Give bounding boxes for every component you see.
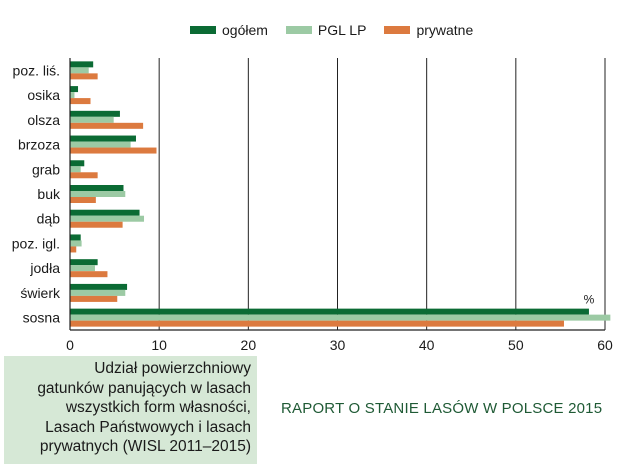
bar [70, 283, 128, 290]
bar [70, 86, 79, 93]
legend-swatch-pgl-lp [285, 26, 312, 34]
legend-label-private: prywatne [416, 22, 474, 38]
category-label: poz. liś. [13, 62, 60, 78]
category-labels: poz. liś. osika olsza brzoza grab buk dąb poz. … [12, 62, 61, 325]
bar-chart: poz. liś. osika olsza brzoza grab buk dąb poz. … [12, 58, 613, 350]
bar [70, 295, 118, 302]
bar [70, 185, 124, 191]
category-label: świerk [20, 285, 61, 301]
bar [70, 160, 85, 167]
legend-item-private: prywatne [384, 22, 473, 38]
x-tick-label: 40 [419, 337, 435, 350]
bar [70, 166, 81, 173]
bar [70, 67, 89, 74]
caption-line: Udział powierzchniowy [94, 360, 251, 377]
x-tick-label: 60 [597, 337, 613, 350]
category-label: brzoza [18, 137, 60, 153]
bar [70, 92, 75, 99]
category-label: sosna [23, 310, 61, 326]
bar [70, 215, 145, 222]
category-label: poz. igl. [12, 235, 60, 251]
chart-caption: Udział powierzchniowy gatunków panującyc… [4, 356, 257, 464]
bar [70, 320, 564, 327]
bar [70, 240, 82, 247]
bar [70, 73, 98, 80]
report-title: RAPORT O STANIE LASÓW W POLSCE 2015 [281, 400, 603, 417]
legend-swatch-total [190, 26, 216, 34]
bar [70, 172, 98, 179]
gridlines [158, 58, 606, 330]
bar [70, 289, 126, 296]
caption-line: wszystkich form własności, [65, 399, 251, 416]
x-tick-label: 0 [66, 337, 74, 350]
legend-label-total: ogółem [222, 22, 268, 38]
bar [70, 197, 96, 203]
caption-line: prywatnych (WISL 2011–2015) [39, 438, 251, 455]
x-tick-label: 50 [508, 337, 524, 350]
bar [70, 209, 140, 216]
x-tick-label: 20 [241, 337, 257, 350]
x-tick-label: 30 [330, 337, 346, 350]
bar [70, 141, 131, 148]
x-tick-labels: 0 10 20 30 40 50 60 [66, 337, 613, 350]
category-label: olsza [27, 112, 60, 128]
bar [70, 110, 120, 117]
x-tick-label: 10 [151, 337, 167, 350]
legend-item-total: ogółem [190, 22, 268, 38]
legend-swatch-private [384, 26, 411, 34]
category-label: dąb [37, 211, 61, 227]
bar [70, 191, 126, 197]
category-label: grab [32, 161, 60, 177]
bar [70, 135, 136, 142]
legend-item-pgl-lp: PGL LP [285, 22, 367, 38]
bar [70, 147, 157, 154]
axes [69, 58, 605, 331]
caption-line: gatunków panujących w lasach [37, 379, 251, 397]
bar [70, 246, 77, 253]
bar [70, 122, 144, 129]
category-label: osika [27, 87, 60, 103]
bars [70, 61, 611, 327]
bar [70, 221, 123, 228]
legend-label-pgl-lp: PGL LP [317, 22, 367, 38]
bar [70, 271, 108, 278]
legend: ogółem PGL LP prywatne [190, 22, 491, 38]
bar [70, 116, 114, 123]
bar [70, 234, 81, 241]
bar [70, 265, 95, 272]
bar [70, 259, 98, 266]
caption-line: Lasach Państwowych i lasach [45, 418, 251, 436]
category-label: buk [37, 186, 61, 202]
bar [70, 61, 94, 68]
bar [70, 308, 589, 315]
bar [70, 314, 611, 321]
bar [70, 98, 91, 105]
category-label: jodła [29, 260, 60, 276]
unit-label: % [584, 292, 595, 306]
